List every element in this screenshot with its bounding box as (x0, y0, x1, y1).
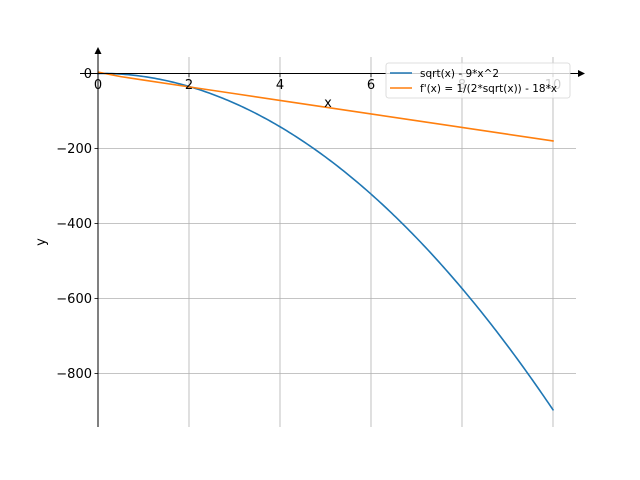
x-tick-label: 4 (276, 78, 284, 93)
series-line-1 (97, 72, 555, 411)
legend-box (385, 62, 571, 99)
x-axis-arrow-icon (578, 70, 585, 77)
x-tick-label: 0 (94, 78, 102, 93)
y-tick-label: −600 (56, 292, 92, 307)
axes (80, 47, 585, 427)
y-tick-label: −800 (56, 367, 92, 382)
legend-label: f'(x) = 1/(2*sqrt(x)) - 18*x (420, 83, 557, 95)
x-tick-label: 6 (367, 78, 375, 93)
y-tick-label: −400 (56, 217, 92, 232)
y-tick-label: 0 (84, 67, 92, 82)
y-ticks: 0 −200 −400 −600 −800 (56, 67, 98, 382)
y-axis-label: y (34, 238, 49, 246)
y-axis-arrow-icon (94, 47, 102, 54)
x-axis-label: x (324, 96, 332, 111)
series-line-2 (97, 71, 554, 142)
x-tick-label: 2 (185, 78, 193, 93)
grid (98, 57, 576, 427)
y-tick-label: −200 (56, 142, 92, 157)
legend: sqrt(x) - 9*x^2 f'(x) = 1/(2*sqrt(x)) - 1… (385, 62, 571, 99)
series-layer (97, 71, 555, 411)
legend-label: sqrt(x) - 9*x^2 (420, 68, 499, 80)
